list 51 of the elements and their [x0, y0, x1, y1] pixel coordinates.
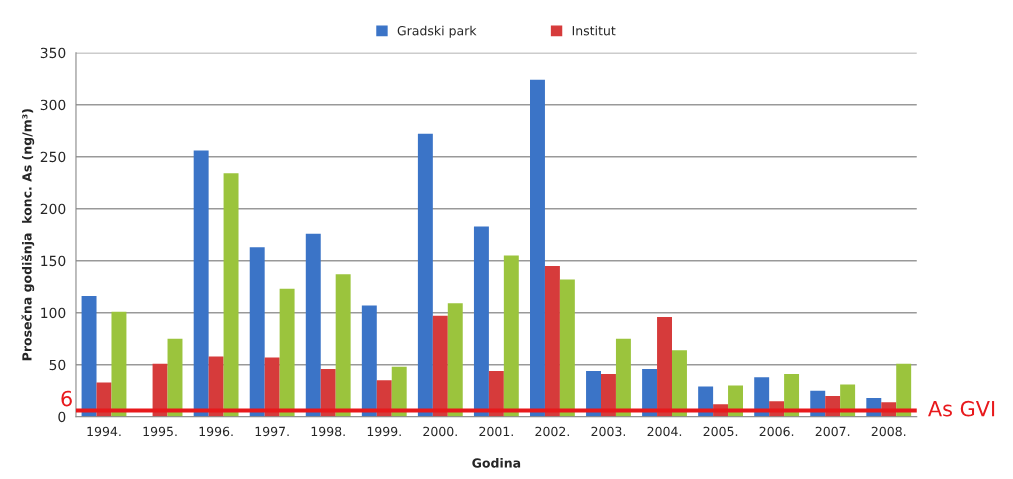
bar [530, 79, 545, 417]
bar [81, 296, 97, 417]
y-tick-label: 150 [41, 255, 66, 267]
legend-label: Gradski park [397, 25, 477, 38]
x-tick-label: 2004. [647, 426, 682, 437]
bar [223, 173, 239, 417]
y-tick-label: 0 [58, 411, 66, 423]
bar [417, 133, 433, 417]
y-tick-label: 50 [49, 359, 66, 371]
x-tick-label: 2003. [591, 426, 626, 437]
bar [335, 274, 351, 417]
x-tick-label: 2008. [871, 426, 906, 437]
bar [615, 338, 631, 417]
y-tick-label: 200 [40, 203, 66, 215]
bar [264, 357, 280, 417]
bar [279, 288, 295, 417]
bar [305, 233, 321, 417]
bar [111, 311, 127, 417]
bar [544, 265, 560, 417]
x-tick-label: 2000. [423, 426, 457, 437]
bar [559, 279, 575, 417]
x-tick-label: 1998. [311, 426, 345, 437]
x-tick-label: 2001. [479, 426, 513, 437]
bar [447, 303, 463, 417]
y-tick-label: 350 [40, 47, 66, 59]
bar [672, 350, 687, 417]
x-tick-label: 1994. [87, 426, 121, 437]
bar [361, 305, 377, 417]
bar [473, 226, 489, 417]
text: 6 [61, 390, 72, 407]
x-tick-label: 1999. [367, 426, 401, 437]
bar [657, 316, 672, 417]
bar [432, 315, 448, 417]
x-tick-label: 2005. [703, 426, 738, 437]
y-tick-label: 100 [41, 307, 66, 319]
x-tick-label: 1996. [199, 426, 233, 437]
x-tick-label: 1997. [255, 426, 289, 437]
bar [193, 150, 209, 417]
bar [503, 255, 519, 417]
ref-line-label: As GVI [928, 400, 995, 417]
x-tick-label: 2002. [535, 426, 569, 437]
x-tick-label: 2007. [815, 426, 850, 437]
bar [249, 247, 265, 417]
bar [208, 356, 224, 417]
y-tick-label: 300 [40, 99, 66, 111]
x-axis-title: Godina [472, 457, 521, 468]
x-tick-label: 1995. [143, 426, 177, 437]
legend-label: Institut [572, 25, 616, 36]
x-tick-label: 2006. [759, 426, 794, 437]
y-axis-title: Prosečna godišnja konc. As (ng/m³) [21, 109, 35, 361]
y-tick-label: 250 [40, 151, 66, 163]
